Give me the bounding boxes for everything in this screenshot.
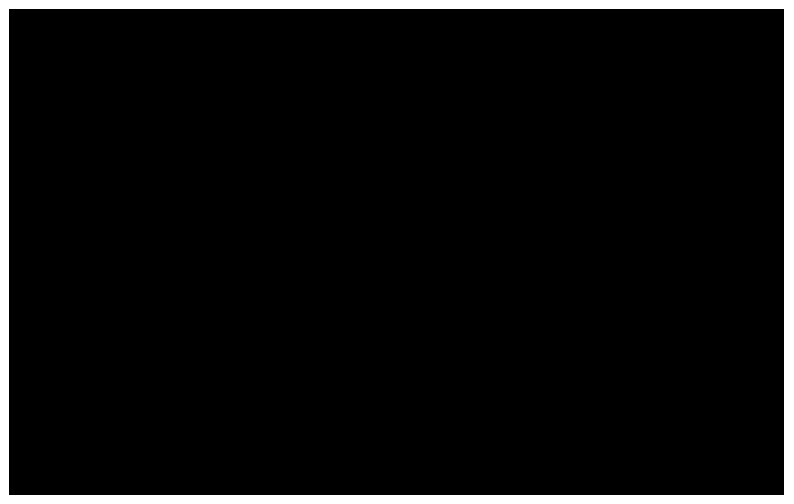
word-cloud-svg xyxy=(9,9,784,495)
word-cloud-canvas xyxy=(9,9,784,495)
